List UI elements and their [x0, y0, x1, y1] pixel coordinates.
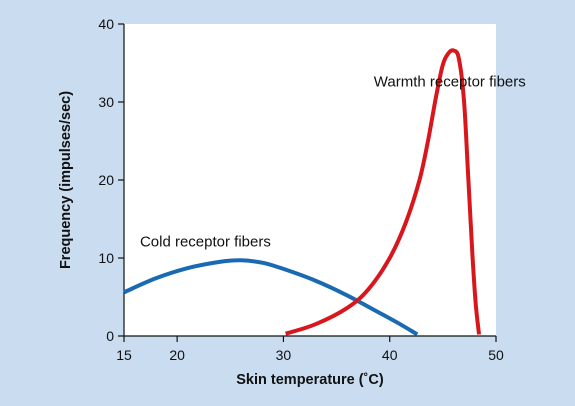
series-line-cold — [123, 258, 419, 337]
ticks: 0 10 20 30 40 15 20 30 40 50 — [98, 16, 504, 363]
x-tick-label: 20 — [169, 347, 185, 363]
x-axis-title: Skin temperature (˚C) — [236, 372, 384, 388]
y-tick-label: 30 — [98, 94, 114, 110]
series-line-warmth — [284, 48, 481, 336]
warmth-series-label: Warmth receptor fibers — [374, 73, 526, 90]
series-group — [123, 48, 481, 337]
x-tick-label: 50 — [488, 347, 504, 363]
x-tick-label: 30 — [276, 347, 292, 363]
x-tick-label: 40 — [382, 347, 398, 363]
y-tick-label: 0 — [106, 328, 114, 344]
plot-area — [124, 24, 496, 336]
y-tick-label: 40 — [98, 16, 114, 32]
y-axis-title: Frequency (impulses/sec) — [58, 91, 74, 269]
cold-series-label: Cold receptor fibers — [140, 233, 271, 250]
annotations: Cold receptor fibers Warmth receptor fibe… — [140, 73, 526, 250]
y-tick-label: 20 — [98, 172, 114, 188]
y-tick-label: 10 — [98, 250, 114, 266]
x-tick-label: 15 — [116, 347, 132, 363]
